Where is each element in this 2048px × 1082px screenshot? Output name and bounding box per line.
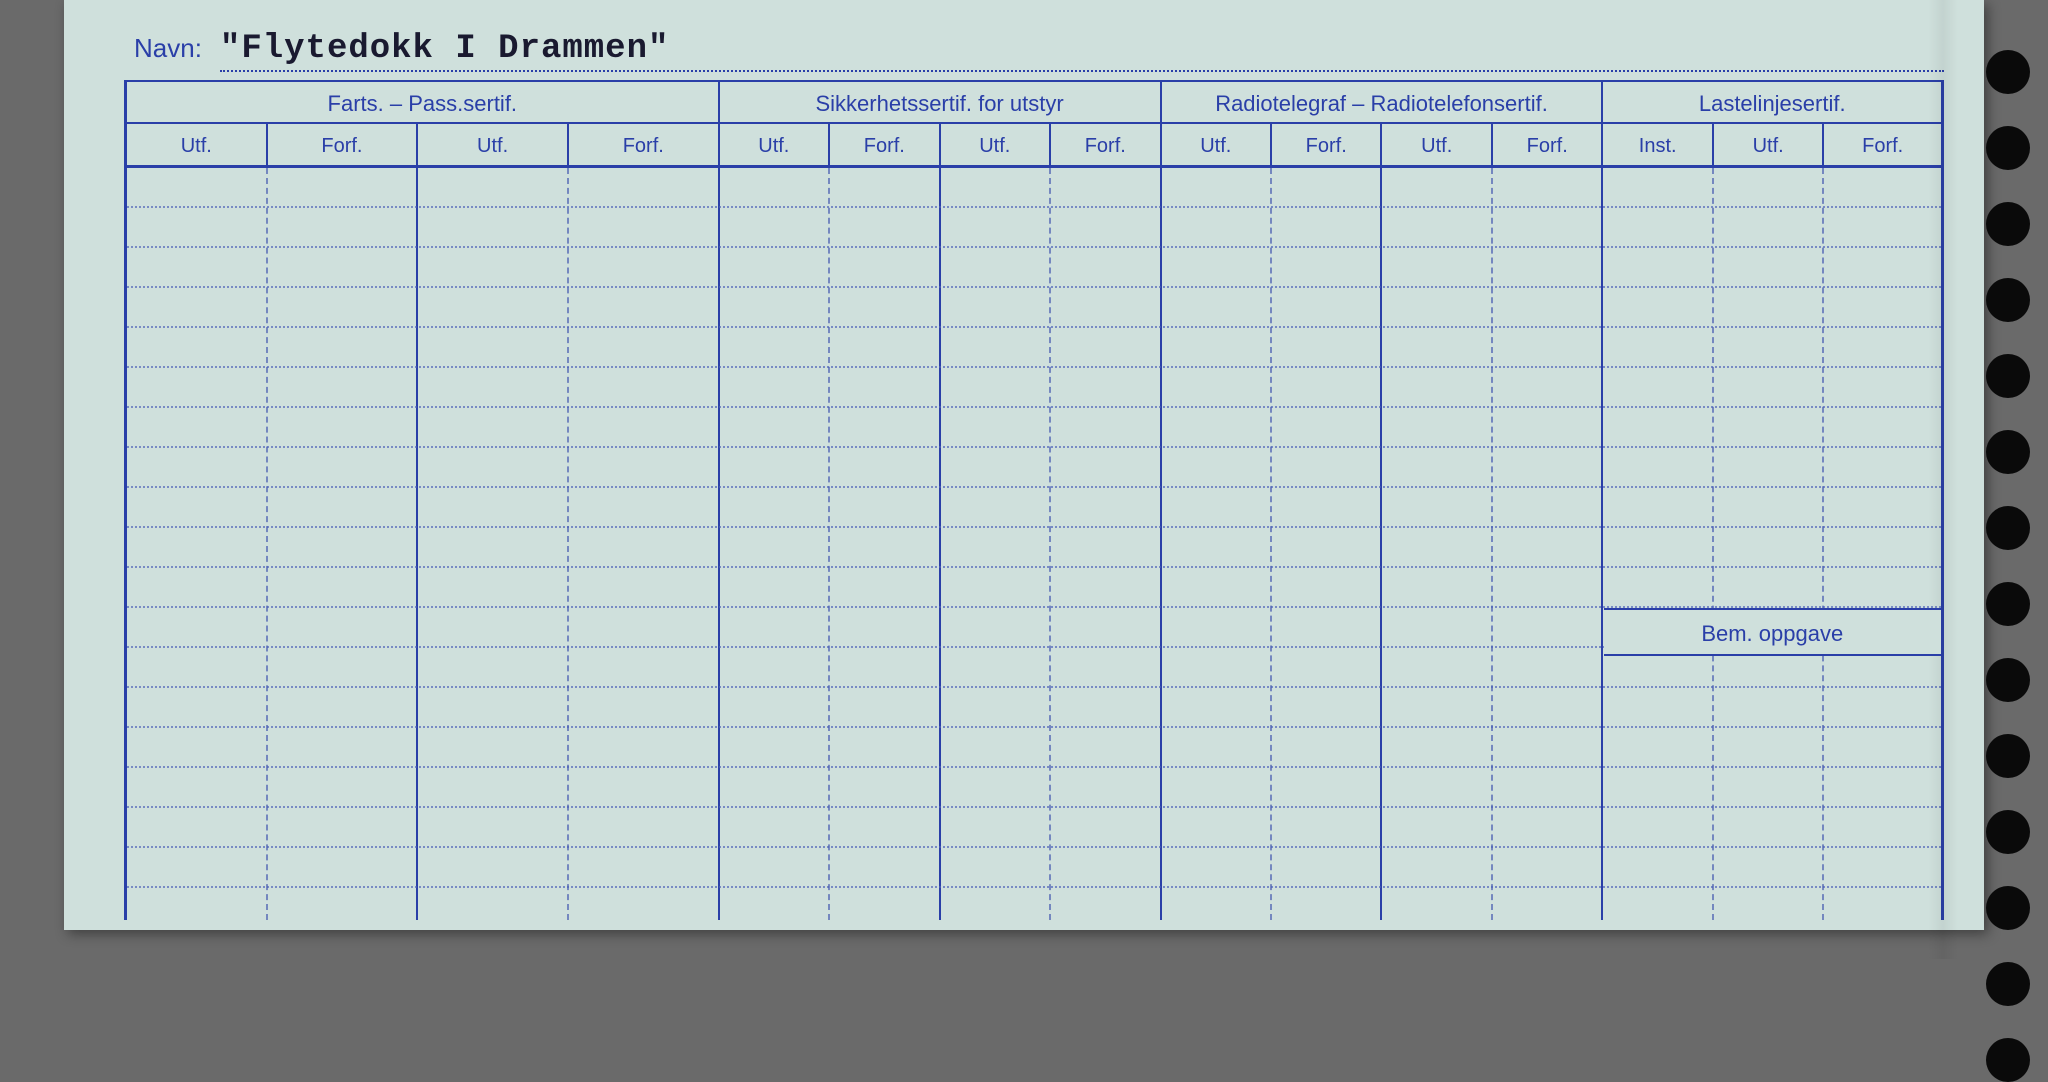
header-column: Utf.	[1162, 124, 1272, 165]
header-column: Forf.	[268, 124, 419, 165]
ledger-row	[127, 328, 1941, 368]
header-group: Farts. – Pass.sertif.	[127, 82, 720, 122]
header-column: Utf.	[1382, 124, 1492, 165]
binder-hole	[1986, 430, 2030, 474]
binder-holes	[1986, 50, 2030, 1082]
ledger-row	[127, 408, 1941, 448]
binder-hole	[1986, 658, 2030, 702]
header-column: Utf.	[1714, 124, 1824, 165]
ledger-row	[127, 448, 1941, 488]
ledger-row	[127, 248, 1941, 288]
table-body: Bem. oppgave	[127, 168, 1941, 920]
ledger-row	[127, 768, 1941, 808]
ledger-row	[127, 568, 1941, 608]
ledger-row	[127, 488, 1941, 528]
ledger-row	[127, 528, 1941, 568]
page-fold-shadow	[1928, 0, 1958, 959]
name-row: Navn: "Flytedokk I Drammen"	[124, 30, 1944, 72]
binder-hole	[1986, 278, 2030, 322]
binder-hole	[1986, 506, 2030, 550]
header-column: Inst.	[1603, 124, 1713, 165]
ledger-table: Farts. – Pass.sertif.Sikkerhetssertif. f…	[124, 80, 1944, 920]
binder-hole	[1986, 962, 2030, 1006]
header-column: Forf.	[1272, 124, 1382, 165]
header-column: Forf.	[1493, 124, 1603, 165]
ledger-row	[127, 848, 1941, 888]
header-column: Forf.	[1824, 124, 1941, 165]
bem-oppgave-label: Bem. oppgave	[1701, 621, 1843, 646]
certificate-ledger-card: Navn: "Flytedokk I Drammen" Farts. – Pas…	[64, 0, 1984, 930]
ledger-row	[127, 728, 1941, 768]
header-group: Radiotelegraf – Radiotelefonsertif.	[1162, 82, 1604, 122]
header-group: Sikkerhetssertif. for utstyr	[720, 82, 1162, 122]
header-column: Forf.	[569, 124, 720, 165]
binder-hole	[1986, 810, 2030, 854]
binder-hole	[1986, 354, 2030, 398]
header-groups-row: Farts. – Pass.sertif.Sikkerhetssertif. f…	[127, 80, 1941, 124]
header-column: Forf.	[830, 124, 940, 165]
binder-hole	[1986, 202, 2030, 246]
binder-hole	[1986, 886, 2030, 930]
binder-hole	[1986, 734, 2030, 778]
ledger-row	[127, 808, 1941, 848]
ledger-row	[127, 688, 1941, 728]
header-group: Lastelinjesertif.	[1603, 82, 1940, 122]
header-columns-row: Utf.Forf.Utf.Forf.Utf.Forf.Utf.Forf.Utf.…	[127, 124, 1941, 168]
name-value: "Flytedokk I Drammen"	[220, 30, 1944, 72]
binder-hole	[1986, 50, 2030, 94]
binder-hole	[1986, 1038, 2030, 1082]
ledger-row	[127, 368, 1941, 408]
dotted-rows	[127, 168, 1941, 920]
header-column: Utf.	[720, 124, 830, 165]
header-column: Utf.	[941, 124, 1051, 165]
bem-oppgave-box: Bem. oppgave	[1604, 608, 1941, 656]
binder-hole	[1986, 582, 2030, 626]
header-column: Utf.	[127, 124, 268, 165]
ledger-row	[127, 208, 1941, 248]
name-label: Navn:	[134, 33, 202, 64]
ledger-row	[127, 168, 1941, 208]
ledger-row	[127, 288, 1941, 328]
header-column: Forf.	[1051, 124, 1161, 165]
header-column: Utf.	[418, 124, 569, 165]
binder-hole	[1986, 126, 2030, 170]
